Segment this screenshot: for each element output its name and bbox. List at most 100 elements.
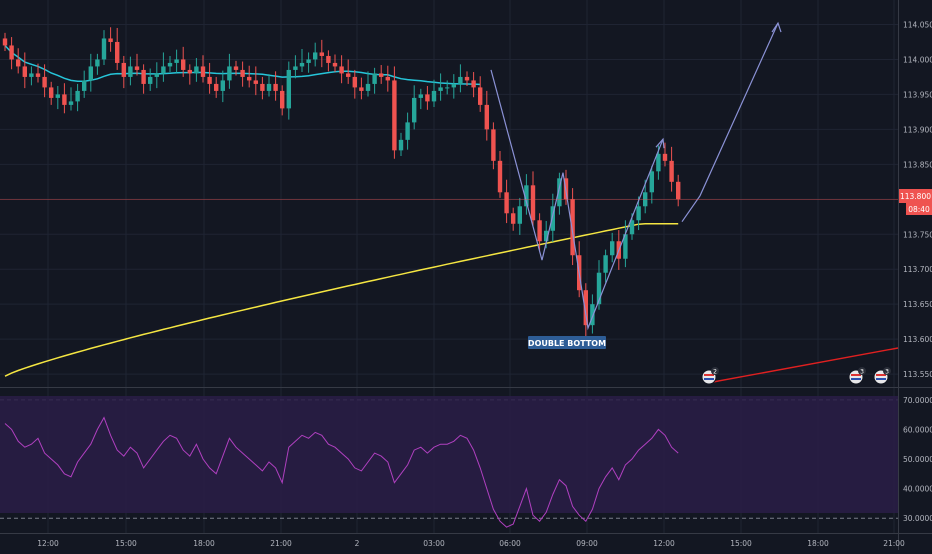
candle-body [530, 185, 536, 221]
candle-body [313, 52, 318, 60]
price-tick-label: 113.600 [903, 335, 932, 344]
candle-body [603, 255, 608, 273]
event-badge-1[interactable]: 2 [701, 367, 719, 385]
candle-body [141, 69, 146, 84]
event-badge-3[interactable]: 3 [873, 367, 891, 385]
candle-body [352, 76, 357, 88]
candle-body [418, 94, 423, 98]
time-tick-label: 15:00 [730, 539, 752, 548]
candle-body [247, 76, 252, 81]
candle-body [412, 97, 417, 123]
candle-body [286, 69, 291, 109]
candle-body [55, 94, 60, 98]
time-tick-label: 03:00 [423, 539, 445, 548]
price-tick-label: 113.900 [903, 125, 932, 134]
arrowhead-icon [771, 21, 782, 33]
candle-body [458, 76, 463, 84]
candle-body [471, 80, 476, 88]
time-tick-label: 12:00 [653, 539, 675, 548]
candle-body [676, 181, 681, 200]
candle-body [590, 304, 595, 326]
candle-body [115, 41, 120, 63]
candle-body [662, 153, 668, 161]
candle-body [610, 241, 615, 256]
rsi-tick-label: 60.0000 [903, 425, 932, 434]
candle-body [596, 272, 602, 305]
candle-body [214, 83, 219, 91]
red-trendline [712, 347, 899, 383]
rsi-line [4, 416, 679, 528]
candle-body [636, 206, 641, 221]
candle-body [544, 230, 549, 242]
time-tick-label: 21:00 [883, 539, 905, 548]
moving-averages [4, 44, 679, 377]
candle-body [524, 185, 529, 207]
candle-body [339, 66, 344, 74]
price-tick-label: 113.700 [903, 265, 932, 274]
rsi-indicator [4, 416, 679, 528]
candle-body [154, 73, 159, 77]
candle-body [167, 62, 173, 67]
candle-body [484, 104, 489, 130]
candle-body [445, 87, 450, 89]
candle-body [273, 83, 278, 91]
candle-body [35, 73, 41, 77]
candle-body [194, 66, 199, 74]
countdown-text: 08:40 [908, 205, 930, 214]
price-tick-label: 113.650 [903, 300, 932, 309]
candle-body [148, 76, 153, 84]
candle-body [9, 45, 14, 60]
candle-body [42, 76, 47, 88]
candle-body [62, 94, 67, 105]
candle-body [2, 38, 8, 46]
price-tick-label: 113.750 [903, 230, 932, 239]
double-bottom-text: DOUBLE BOTTOM [528, 339, 606, 348]
candle-body [511, 213, 516, 224]
candle-body [629, 220, 635, 235]
candle-body [326, 55, 331, 63]
candle-body [240, 69, 245, 77]
drawings [0, 21, 899, 383]
candle-body [22, 66, 27, 77]
candle-body [656, 153, 661, 172]
time-tick-label: 15:00 [115, 539, 137, 548]
candle-body [68, 101, 74, 105]
candle-body [181, 59, 186, 70]
candle-body [431, 90, 437, 102]
event-count: 3 [860, 369, 864, 376]
candle-body [227, 66, 232, 81]
candle-body [88, 66, 93, 81]
candle-body [359, 87, 364, 91]
candle-body [451, 83, 456, 88]
candle-body [319, 52, 324, 56]
candle-body [306, 59, 311, 63]
time-tick-label: 18:00 [807, 539, 829, 548]
double-bottom-label: DOUBLE BOTTOM [528, 336, 606, 349]
candle-body [233, 66, 239, 70]
candle-body [365, 83, 371, 91]
price-tick-label: 113.550 [903, 370, 932, 379]
event-badge-2[interactable]: 3 [848, 367, 866, 385]
candle-body [280, 90, 285, 109]
candle-body [649, 171, 654, 193]
candle-body [82, 80, 87, 91]
candle-body [550, 206, 555, 231]
time-tick-label: 09:00 [576, 539, 598, 548]
candle-body [293, 66, 298, 70]
candle-body [504, 192, 509, 214]
candle-body [405, 122, 410, 140]
candle-body [464, 76, 470, 81]
rsi-tick-label: 70.0000 [903, 396, 932, 405]
candle-body [537, 220, 542, 242]
candle-body [346, 73, 351, 77]
candle-body [570, 199, 575, 256]
candle-body [669, 160, 674, 182]
price-tick-label: 113.950 [903, 90, 932, 99]
candle-body [379, 73, 384, 77]
candle-body [332, 62, 338, 67]
candle-body [253, 80, 258, 84]
candle-body [438, 87, 443, 91]
rsi-tick-label: 50.0000 [903, 455, 932, 464]
